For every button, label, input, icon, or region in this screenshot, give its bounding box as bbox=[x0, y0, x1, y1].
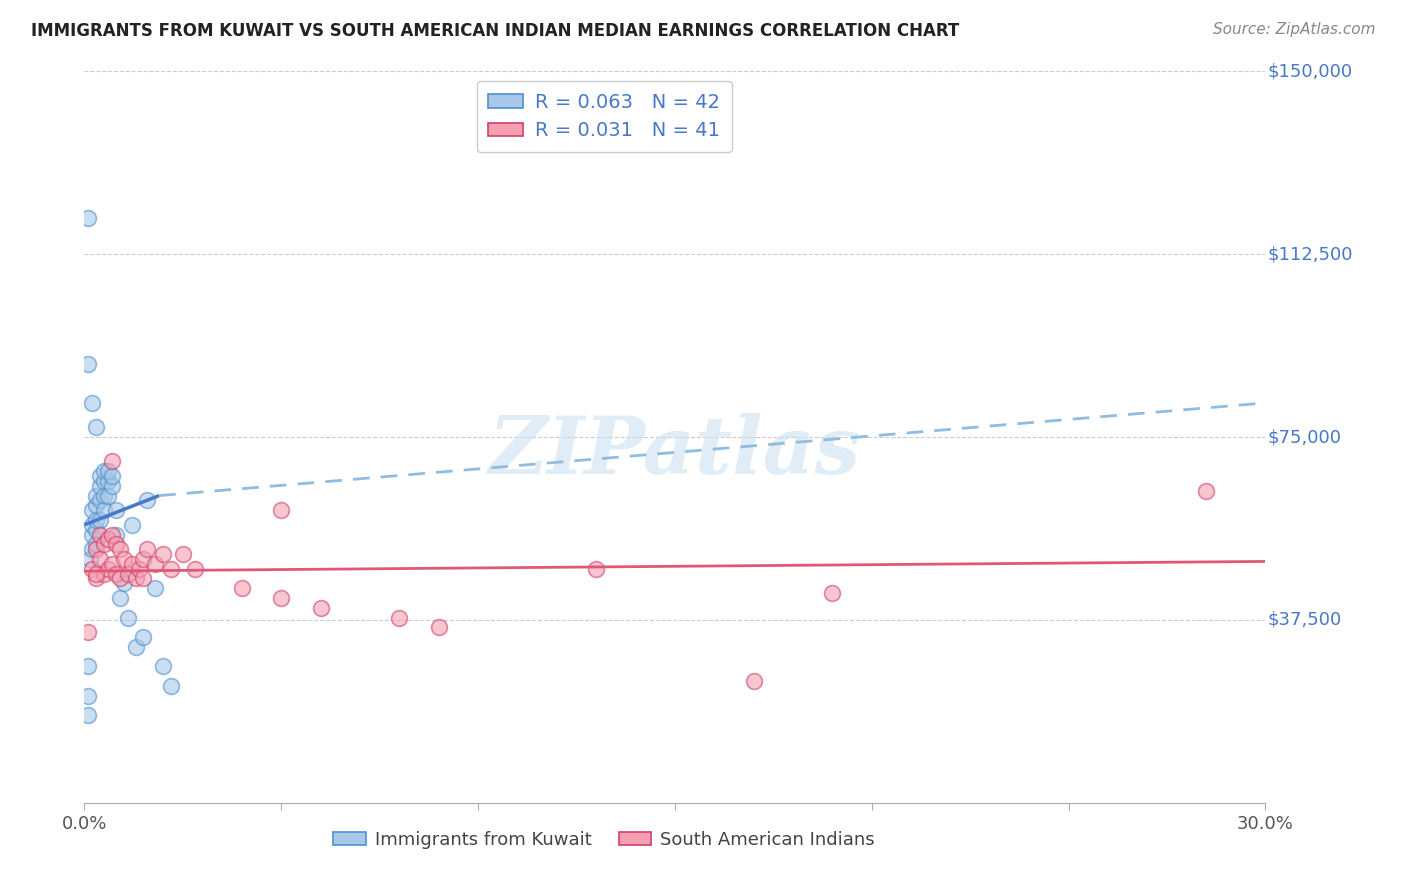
Text: $37,500: $37,500 bbox=[1268, 611, 1341, 629]
Point bbox=[82, 503, 104, 517]
Point bbox=[77, 211, 100, 225]
Point bbox=[121, 557, 143, 571]
Point bbox=[143, 581, 166, 595]
Point bbox=[82, 527, 104, 541]
Text: IMMIGRANTS FROM KUWAIT VS SOUTH AMERICAN INDIAN MEDIAN EARNINGS CORRELATION CHAR: IMMIGRANTS FROM KUWAIT VS SOUTH AMERICAN… bbox=[31, 22, 959, 40]
Point bbox=[84, 542, 107, 557]
Point bbox=[84, 489, 107, 503]
Point bbox=[84, 513, 107, 527]
Text: $112,500: $112,500 bbox=[1268, 245, 1353, 263]
Point bbox=[82, 396, 104, 410]
Point bbox=[742, 673, 765, 688]
Point bbox=[104, 566, 127, 581]
Point bbox=[101, 557, 124, 571]
Point bbox=[101, 479, 124, 493]
Point bbox=[183, 562, 205, 576]
Point bbox=[93, 489, 115, 503]
Point bbox=[104, 537, 127, 551]
Text: ZIPatlas: ZIPatlas bbox=[489, 413, 860, 491]
Point bbox=[132, 630, 155, 644]
Point bbox=[121, 517, 143, 532]
Point bbox=[77, 625, 100, 640]
Point bbox=[77, 708, 100, 723]
Point bbox=[89, 513, 111, 527]
Point bbox=[231, 581, 253, 595]
Point bbox=[160, 679, 183, 693]
Point bbox=[112, 576, 135, 591]
Point bbox=[132, 552, 155, 566]
Point bbox=[82, 562, 104, 576]
Point bbox=[93, 503, 115, 517]
Point bbox=[104, 527, 127, 541]
Point bbox=[112, 552, 135, 566]
Point bbox=[128, 562, 150, 576]
Point bbox=[132, 572, 155, 586]
Point bbox=[136, 493, 159, 508]
Point bbox=[97, 562, 120, 576]
Point bbox=[143, 557, 166, 571]
Point bbox=[93, 474, 115, 488]
Legend: Immigrants from Kuwait, South American Indians: Immigrants from Kuwait, South American I… bbox=[326, 823, 882, 856]
Text: Source: ZipAtlas.com: Source: ZipAtlas.com bbox=[1212, 22, 1375, 37]
Point bbox=[101, 469, 124, 483]
Point bbox=[427, 620, 450, 634]
Point bbox=[821, 586, 844, 600]
Point bbox=[108, 572, 131, 586]
Point bbox=[124, 640, 146, 654]
Point bbox=[89, 493, 111, 508]
Point bbox=[89, 527, 111, 541]
Point bbox=[270, 503, 292, 517]
Point bbox=[84, 499, 107, 513]
Point bbox=[84, 572, 107, 586]
Point bbox=[89, 469, 111, 483]
Point bbox=[84, 566, 107, 581]
Point bbox=[93, 464, 115, 478]
Point bbox=[136, 542, 159, 557]
Point bbox=[101, 454, 124, 468]
Point bbox=[97, 489, 120, 503]
Point bbox=[309, 600, 332, 615]
Point bbox=[117, 610, 139, 624]
Point bbox=[84, 537, 107, 551]
Point bbox=[270, 591, 292, 605]
Text: $150,000: $150,000 bbox=[1268, 62, 1353, 80]
Point bbox=[104, 503, 127, 517]
Point bbox=[82, 542, 104, 557]
Point bbox=[152, 659, 174, 673]
Point bbox=[84, 420, 107, 434]
Point bbox=[97, 474, 120, 488]
Point bbox=[1195, 483, 1218, 498]
Point bbox=[117, 566, 139, 581]
Point bbox=[93, 537, 115, 551]
Point bbox=[97, 464, 120, 478]
Point bbox=[93, 566, 115, 581]
Point bbox=[108, 542, 131, 557]
Point bbox=[108, 591, 131, 605]
Text: $75,000: $75,000 bbox=[1268, 428, 1341, 446]
Point bbox=[97, 533, 120, 547]
Point bbox=[77, 689, 100, 703]
Point bbox=[89, 479, 111, 493]
Point bbox=[77, 357, 100, 371]
Point bbox=[101, 527, 124, 541]
Point bbox=[172, 547, 194, 561]
Point bbox=[152, 547, 174, 561]
Point bbox=[124, 572, 146, 586]
Point bbox=[585, 562, 607, 576]
Point bbox=[160, 562, 183, 576]
Point bbox=[77, 659, 100, 673]
Point bbox=[388, 610, 411, 624]
Point bbox=[89, 552, 111, 566]
Point bbox=[84, 523, 107, 537]
Point bbox=[79, 552, 101, 566]
Point bbox=[82, 517, 104, 532]
